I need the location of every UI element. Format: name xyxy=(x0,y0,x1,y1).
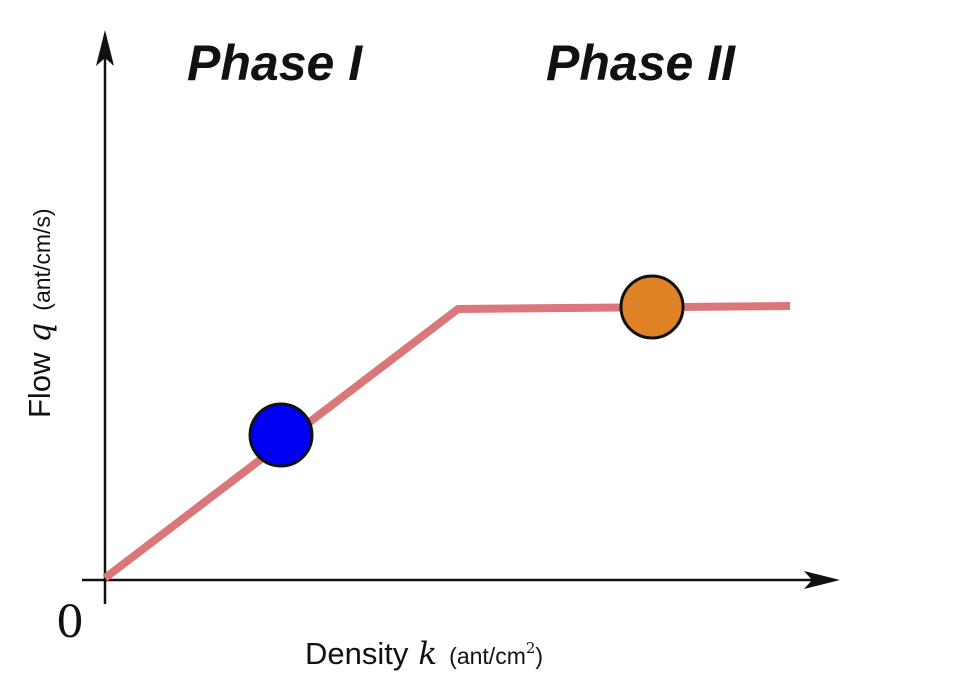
x-axis-arrow-icon xyxy=(804,571,840,589)
phase-1-marker xyxy=(248,402,314,468)
phase-2-title: Phase II xyxy=(546,35,736,91)
x-axis-variable: k xyxy=(418,636,437,672)
y-axis-variable: q xyxy=(22,323,58,343)
flow-density-curve xyxy=(102,302,791,582)
x-axis-label: Density k (ant/cm2) xyxy=(305,636,543,672)
x-axis-unit: (ant/cm xyxy=(449,643,526,669)
y-axis-word: Flow xyxy=(22,352,57,418)
y-axis-label: Flow q (ant/cm/s) xyxy=(22,208,58,418)
y-axis-arrow-icon xyxy=(96,30,114,66)
y-axis-unit: (ant/cm/s) xyxy=(29,208,55,310)
phase-2-marker xyxy=(619,274,685,340)
phase-1-title: Phase I xyxy=(187,35,363,91)
x-axis-word: Density xyxy=(305,636,409,671)
origin-label: 0 xyxy=(56,597,84,648)
x-axis-unit-exponent: 2 xyxy=(526,639,536,657)
x-axis-unit-close: ) xyxy=(535,643,543,669)
